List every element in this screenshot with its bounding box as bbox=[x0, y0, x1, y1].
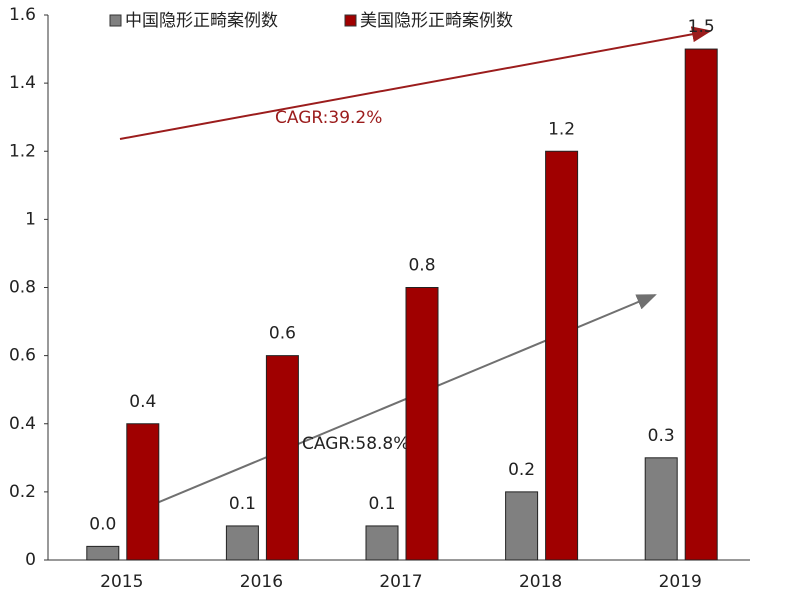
annotation: CAGR:39.2% bbox=[275, 108, 382, 128]
legend-swatch bbox=[344, 14, 357, 27]
legend-label: 中国隐形正畸案例数 bbox=[125, 11, 278, 31]
data-label: 0.1 bbox=[229, 494, 256, 514]
bar bbox=[265, 355, 299, 561]
bar bbox=[644, 457, 678, 561]
data-label: 1.5 bbox=[688, 17, 715, 37]
legend-label: 美国隐形正畸案例数 bbox=[360, 11, 513, 31]
bar bbox=[505, 491, 539, 561]
legend-swatch bbox=[109, 14, 122, 27]
data-label: 0.0 bbox=[89, 514, 116, 534]
data-label: 0.1 bbox=[368, 494, 395, 514]
y-tick-label: 0.6 bbox=[9, 346, 36, 366]
x-tick-label: 2015 bbox=[100, 572, 143, 592]
bar bbox=[86, 545, 120, 561]
data-label: 0.8 bbox=[408, 256, 435, 276]
y-tick-label: 1.6 bbox=[9, 5, 36, 25]
y-tick-label: 0.2 bbox=[9, 482, 36, 502]
y-tick-label: 0.4 bbox=[9, 414, 36, 434]
data-label: 0.6 bbox=[269, 324, 296, 344]
y-tick-label: 1.2 bbox=[9, 141, 36, 161]
y-tick-label: 1.4 bbox=[9, 73, 36, 93]
bar bbox=[225, 525, 259, 561]
y-tick-label: 1 bbox=[25, 209, 36, 229]
arrow bbox=[119, 26, 712, 140]
x-tick-label: 2016 bbox=[240, 572, 283, 592]
x-tick-label: 2017 bbox=[379, 572, 422, 592]
x-tick-label: 2019 bbox=[659, 572, 702, 592]
y-tick-label: 0.8 bbox=[9, 278, 36, 298]
bar bbox=[126, 423, 160, 561]
bar bbox=[684, 48, 718, 561]
bar bbox=[365, 525, 399, 561]
data-label: 0.3 bbox=[648, 426, 675, 446]
bar bbox=[545, 150, 579, 561]
data-label: 0.4 bbox=[129, 392, 156, 412]
x-tick-label: 2018 bbox=[519, 572, 562, 592]
y-tick-label: 0 bbox=[25, 550, 36, 570]
bar bbox=[405, 287, 439, 561]
annotation: CAGR:58.8% bbox=[302, 434, 409, 454]
data-label: 0.2 bbox=[508, 460, 535, 480]
data-label: 1.2 bbox=[548, 119, 575, 139]
